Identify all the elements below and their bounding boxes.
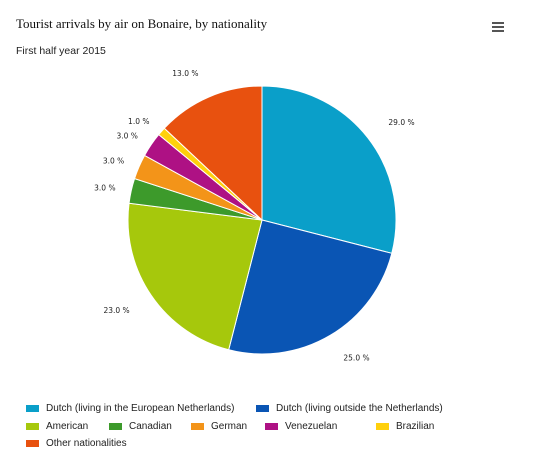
legend-item-brazilian[interactable]: Brazilian (376, 421, 434, 432)
legend-swatch (26, 440, 39, 447)
pie-slice-american[interactable] (127, 202, 263, 351)
legend-swatch (191, 423, 204, 430)
legend-label: Canadian (129, 421, 172, 432)
data-label-venezuelan: 3.0 % (116, 132, 137, 141)
legend-label: Dutch (living in the European Netherland… (46, 403, 235, 414)
legend-swatch (26, 423, 39, 430)
data-label-other: 13.0 % (172, 69, 198, 78)
legend-item-venezuelan[interactable]: Venezuelan (265, 421, 337, 432)
legend-label: Dutch (living outside the Netherlands) (276, 403, 443, 414)
pie-slice-dutch-outside[interactable] (228, 219, 393, 355)
pie-slice-other[interactable] (163, 85, 263, 222)
legend-item-american[interactable]: American (26, 421, 88, 432)
chart-title: Tourist arrivals by air on Bonaire, by n… (16, 16, 268, 31)
data-label-brazilian: 1.0 % (128, 117, 149, 126)
legend-label: Other nationalities (46, 438, 127, 449)
legend-item-german[interactable]: German (191, 421, 247, 432)
legend-swatch (26, 405, 39, 412)
legend-swatch (376, 423, 389, 430)
legend-label: American (46, 421, 89, 432)
data-label-dutch-outside: 25.0 % (343, 354, 369, 363)
legend-item-dutch-eu[interactable]: Dutch (living in the European Netherland… (26, 403, 234, 414)
data-label-canadian: 3.0 % (94, 183, 115, 192)
legend-item-other[interactable]: Other nationalities (26, 438, 127, 449)
pie-chart: 29.0 % 25.0 % 23.0 % 3.0 % 3.0 % 3.0 % 1.0 % 13… (94, 69, 414, 363)
data-label-american: 23.0 % (103, 306, 129, 315)
chart-subtitle: First half year 2015 (16, 45, 106, 57)
data-label-german: 3.0 % (103, 156, 124, 165)
pie-slice-dutch-eu[interactable] (261, 85, 397, 254)
legend-label: Brazilian (396, 421, 435, 432)
legend-label: German (211, 421, 248, 432)
data-label-dutch-eu: 29.0 % (388, 118, 414, 127)
legend-label: Venezuelan (285, 421, 338, 432)
legend-item-canadian[interactable]: Canadian (109, 421, 172, 432)
hamburger-menu-icon[interactable] (492, 22, 504, 34)
legend-item-dutch-outside[interactable]: Dutch (living outside the Netherlands) (256, 403, 443, 414)
legend-swatch (265, 423, 278, 430)
legend-swatch (109, 423, 122, 430)
legend-swatch (256, 405, 269, 412)
